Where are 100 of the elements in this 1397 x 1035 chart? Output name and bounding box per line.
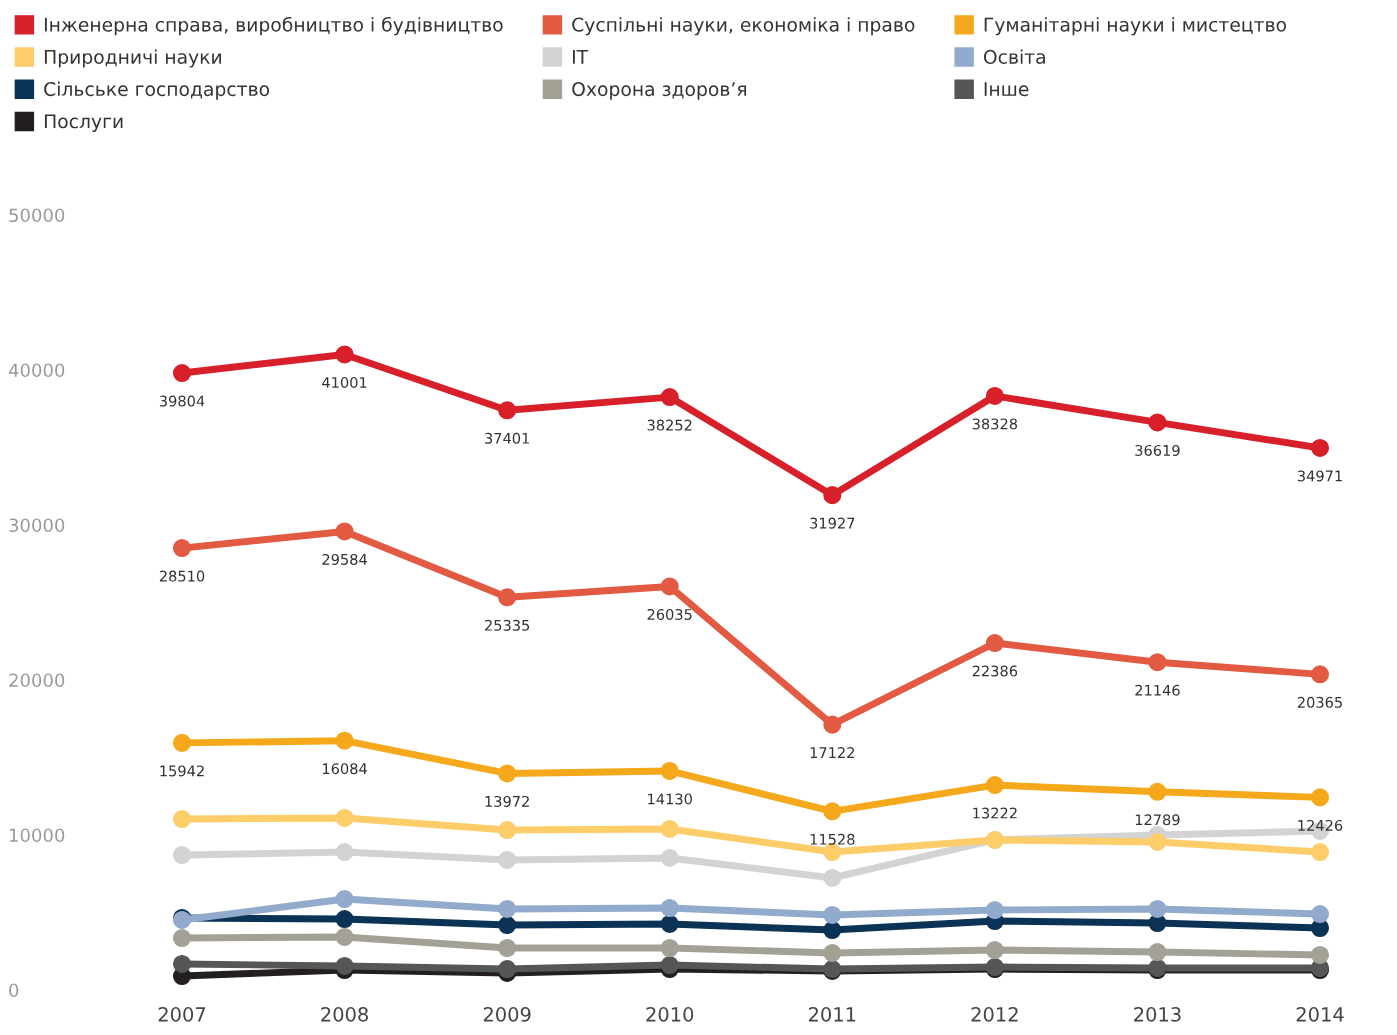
point [498,916,517,935]
data-label: 36619 [1135,444,1180,456]
point [172,733,192,752]
legend-label: Інше [984,82,1029,97]
data-label: 16084 [322,763,367,775]
point [823,715,842,734]
x-tick-label: 2012 [971,1007,1018,1022]
point [1148,942,1167,962]
x-tick-label: 2011 [808,1007,856,1022]
point [660,848,679,867]
point [660,388,679,407]
point [498,401,517,420]
y-tick-label: 0 [9,983,19,998]
data-label: 21146 [1135,684,1180,696]
point [660,577,679,596]
point [498,764,517,783]
y-tick-label: 20000 [9,673,65,688]
point [1310,905,1330,924]
x-tick-label: 2009 [483,1007,531,1022]
y-tick-label: 10000 [9,828,65,843]
data-label: 37401 [485,432,529,444]
y-tick-label: 40000 [8,363,65,378]
data-label: 38328 [972,418,1018,430]
point [172,954,192,973]
point [498,850,517,869]
data-label: 12789 [1135,814,1180,826]
data-label: 22386 [972,665,1018,677]
data-label: 31927 [810,517,855,529]
point [823,802,842,821]
point [498,588,517,607]
point [335,956,354,976]
point [660,761,679,781]
data-label: 28510 [159,570,205,582]
legend-label: Природничі науки [44,49,221,68]
x-tick-label: 2010 [646,1007,694,1022]
point [1148,653,1167,672]
data-label: 34971 [1297,470,1342,482]
point [498,899,517,918]
point [172,810,192,829]
point [172,539,192,558]
x-tick-label: 2007 [158,1007,206,1022]
point [172,929,192,948]
point [985,633,1004,653]
legend-label: IT [572,49,589,64]
point [335,927,354,947]
data-label: 20365 [1297,696,1342,708]
point [985,386,1004,405]
point [660,898,679,918]
point [1148,832,1167,852]
legend-label: Освіта [983,49,1045,64]
data-label: 38252 [647,419,692,431]
point [1310,843,1330,862]
y-tick-label: 30000 [9,518,65,533]
data-label: 29584 [322,553,367,565]
point [660,956,679,975]
point [172,364,192,383]
point [335,808,354,827]
point [1148,413,1167,432]
point [335,889,354,909]
x-tick-label: 2013 [1134,1007,1181,1022]
data-label: 39804 [159,395,205,407]
legend-label: Суспільні науки, економіка і право [572,17,915,36]
legend-label: Охорона здоров’я [572,81,747,100]
point [660,938,679,958]
point [660,819,679,838]
point [1148,782,1167,801]
point [335,345,354,364]
point [823,486,842,505]
point [1310,788,1330,807]
point [823,920,842,940]
point [335,843,354,862]
data-label: 14130 [648,793,692,805]
point [985,940,1004,960]
data-label: 17122 [810,747,855,758]
point [172,845,192,865]
point [823,868,842,887]
point [985,776,1004,795]
data-label: 13972 [485,795,529,807]
point [1310,665,1330,684]
x-tick-label: 2008 [321,1007,368,1022]
point [335,909,354,929]
point [660,914,679,933]
legend-label: Гуманітарні науки і мистецтво [984,17,1287,36]
x-tick-label: 2014 [1296,1007,1344,1022]
data-label: 41001 [322,376,367,388]
data-label: 12426 [1298,819,1343,831]
data-label: 26035 [647,608,692,620]
data-label: 15942 [160,765,204,777]
legend-label: Послуги [44,114,123,132]
point [335,522,354,541]
y-tick-label: 50000 [9,208,65,223]
data-label: 13222 [973,807,1017,819]
point [1148,899,1167,918]
legend-label: Інженерна справа, виробництво і будівництво [44,16,503,36]
data-label: 11528 [810,833,855,845]
point [335,731,354,750]
data-label: 25335 [485,619,530,631]
legend-label: Сільське господарство [44,81,270,100]
point [498,938,517,958]
point [823,905,842,925]
